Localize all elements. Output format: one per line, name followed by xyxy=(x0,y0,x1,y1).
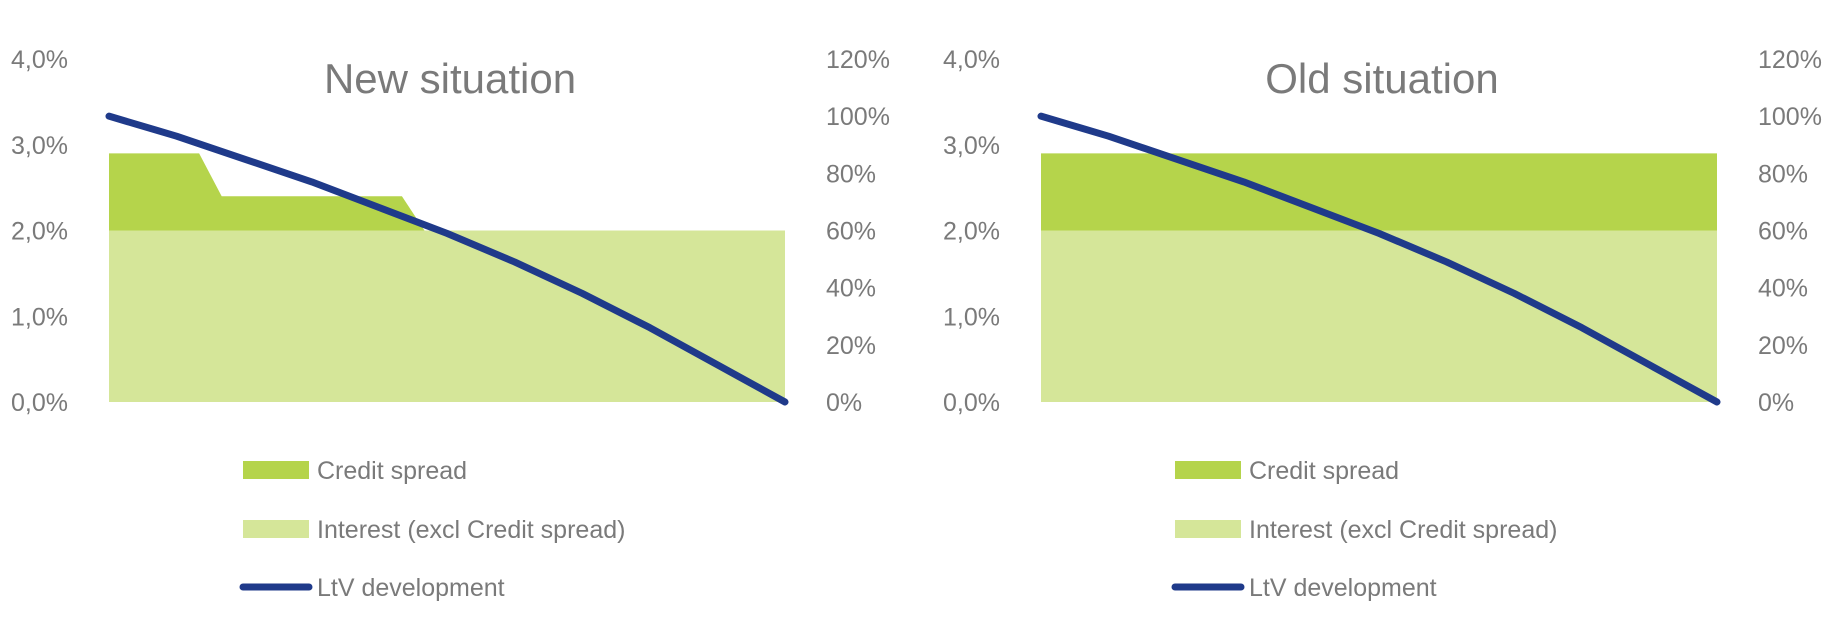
legend-label: LtV development xyxy=(1249,574,1437,602)
y-right-tick-label: 60% xyxy=(826,218,876,246)
y-left-tick-label: 0,0% xyxy=(11,389,68,417)
y-right-tick-label: 80% xyxy=(1758,160,1808,188)
y-right-tick-label: 60% xyxy=(1758,218,1808,246)
y-left-tick-label: 2,0% xyxy=(11,218,68,246)
legend-swatch-credit-spread xyxy=(1175,461,1241,479)
y-right-tick-label: 40% xyxy=(826,275,876,303)
interest-area xyxy=(1041,230,1717,402)
y-left-tick-label: 0,0% xyxy=(943,389,1000,417)
legend-swatch-interest xyxy=(1175,520,1241,538)
y-right-tick-label: 40% xyxy=(1758,275,1808,303)
credit-spread-area xyxy=(1041,153,1717,231)
y-right-tick-label: 120% xyxy=(1758,46,1822,74)
y-right-tick-label: 20% xyxy=(1758,332,1808,360)
legend-label: Credit spread xyxy=(1249,457,1399,485)
y-left-tick-label: 3,0% xyxy=(11,132,68,160)
chart-panel-1: 0,0% 1,0% 2,0% 3,0% 4,0% 0% 20% 40% 60% 80% 100% 12… xyxy=(11,46,890,602)
legend-swatch-interest xyxy=(243,520,309,538)
y-right-tick-label: 120% xyxy=(826,46,890,74)
chart-title: New situation xyxy=(324,55,576,102)
ltv-line xyxy=(1037,112,1721,406)
legend-label: LtV development xyxy=(317,574,505,602)
ltv-line xyxy=(105,112,789,406)
credit-spread-area xyxy=(109,153,785,231)
y-right-tick-label: 0% xyxy=(1758,389,1794,417)
y-right-tick-label: 100% xyxy=(826,103,890,131)
chart-panel-2: 0,0% 1,0% 2,0% 3,0% 4,0% 0% 20% 40% 60% 80% 100% 12… xyxy=(943,46,1822,602)
y-left-tick-label: 4,0% xyxy=(943,46,1000,74)
y-left-tick-label: 1,0% xyxy=(943,303,1000,331)
chart-title: Old situation xyxy=(1265,55,1498,102)
y-left-tick-label: 3,0% xyxy=(943,132,1000,160)
legend-label: Credit spread xyxy=(317,457,467,485)
y-left-tick-label: 4,0% xyxy=(11,46,68,74)
y-right-tick-label: 100% xyxy=(1758,103,1822,131)
legend-swatch-credit-spread xyxy=(243,461,309,479)
y-right-tick-label: 80% xyxy=(826,160,876,188)
y-right-tick-label: 0% xyxy=(826,389,862,417)
y-right-tick-label: 20% xyxy=(826,332,876,360)
y-left-tick-label: 1,0% xyxy=(11,303,68,331)
y-left-tick-label: 2,0% xyxy=(943,218,1000,246)
interest-area xyxy=(109,230,785,402)
legend-label: Interest (excl Credit spread) xyxy=(317,516,625,544)
legend-label: Interest (excl Credit spread) xyxy=(1249,516,1557,544)
